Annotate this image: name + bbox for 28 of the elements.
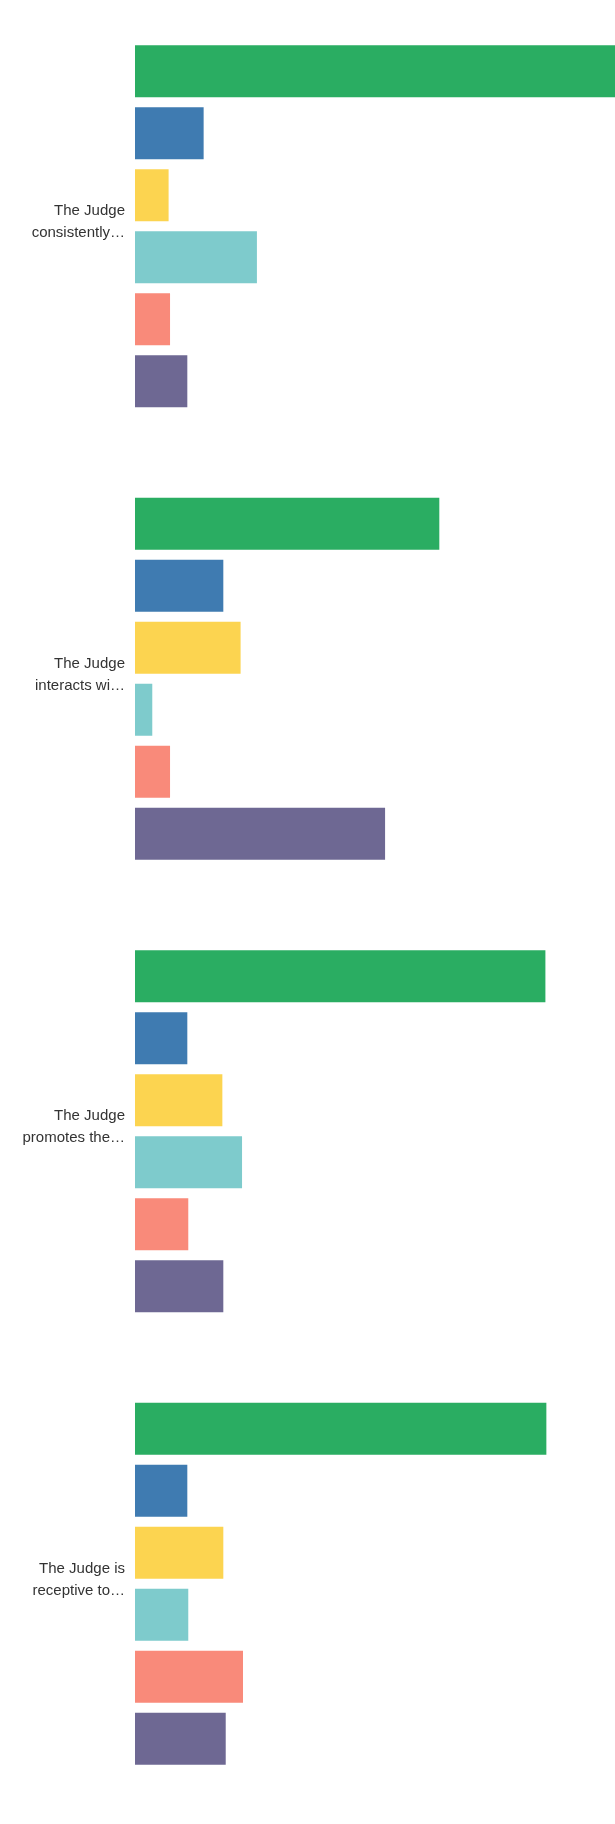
bar <box>135 1402 547 1455</box>
bar <box>135 1136 243 1189</box>
bar <box>135 1260 224 1313</box>
bar <box>135 45 615 98</box>
bar <box>135 1198 189 1251</box>
bar <box>135 1650 243 1703</box>
bar <box>135 107 204 160</box>
bar <box>135 683 153 736</box>
bar <box>135 1526 224 1579</box>
bar <box>135 1464 188 1517</box>
bar <box>135 1588 189 1641</box>
y-tick-label: The Judge interacts wi… <box>34 653 125 693</box>
bar <box>135 1712 226 1765</box>
y-tick-label: The Judge promotes the… <box>22 1106 125 1146</box>
bar <box>135 807 386 860</box>
bar <box>135 950 546 1003</box>
bar <box>135 293 171 346</box>
bar <box>135 559 224 612</box>
bar <box>135 1012 188 1065</box>
y-tick-label: The Judge consistently… <box>31 201 125 241</box>
bar <box>135 1074 223 1127</box>
bar <box>135 745 171 798</box>
bar <box>135 231 257 284</box>
y-tick-label: The Judge is receptive to… <box>32 1558 125 1598</box>
bar <box>135 497 440 550</box>
bar <box>135 355 188 408</box>
bar <box>135 169 169 222</box>
bar <box>135 621 241 674</box>
